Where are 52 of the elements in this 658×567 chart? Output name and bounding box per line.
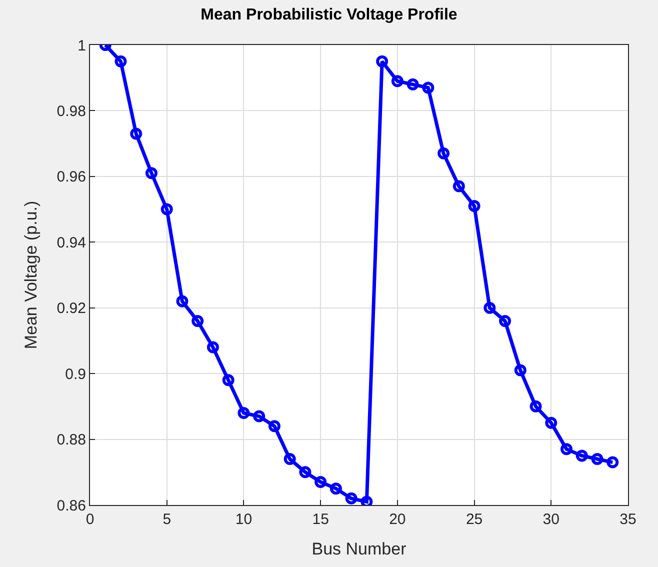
point (360, 496, 373, 505)
point (222, 374, 234, 386)
y-tick-label: 0.98 (56, 102, 86, 120)
x-tick-label: 15 (312, 511, 329, 528)
y-tick-label: 0.9 (65, 366, 86, 383)
x-tick-label: 20 (389, 511, 406, 528)
point (284, 453, 296, 465)
point (499, 315, 512, 327)
point (376, 55, 388, 68)
y-axis-title: Mean Voltage (p.u.) (21, 200, 40, 350)
point (160, 203, 173, 216)
x-tick-label: 30 (542, 511, 560, 528)
point (545, 416, 558, 429)
point (514, 364, 526, 376)
point (484, 302, 496, 314)
y-tick-label: 0.88 (56, 432, 86, 449)
point (560, 443, 573, 456)
point (238, 407, 250, 419)
point (345, 492, 358, 504)
point (176, 295, 188, 308)
x-tick-label: 25 (466, 511, 483, 528)
y-tick-label: 1 (78, 37, 86, 54)
point (206, 341, 219, 354)
point (452, 180, 465, 192)
point (330, 482, 342, 495)
point (406, 78, 419, 90)
y-tick-label: 0.92 (56, 300, 86, 318)
point (114, 55, 127, 68)
point (192, 315, 204, 327)
x-tick-label: 35 (620, 511, 636, 528)
point (576, 450, 588, 462)
chart-title: Mean Probabilistic Voltage Profile (200, 6, 458, 24)
y-tick-label: 0.86 (56, 497, 86, 514)
point (422, 82, 434, 94)
point (391, 75, 404, 88)
point (530, 400, 542, 412)
point (299, 466, 312, 478)
y-tick-label: 0.94 (56, 234, 86, 252)
point (468, 200, 480, 212)
point (130, 128, 142, 140)
point (268, 420, 280, 432)
point (606, 456, 619, 468)
point (438, 147, 450, 160)
point (591, 453, 604, 465)
y-tick-label: 0.96 (56, 168, 86, 186)
x-tick-label: 0 (86, 511, 94, 528)
point (145, 167, 158, 180)
x-axis-title: Bus Number (312, 539, 407, 558)
point (314, 476, 327, 488)
x-tick-label: 10 (235, 511, 252, 528)
x-tick-label: 5 (162, 511, 172, 528)
point (253, 410, 266, 422)
